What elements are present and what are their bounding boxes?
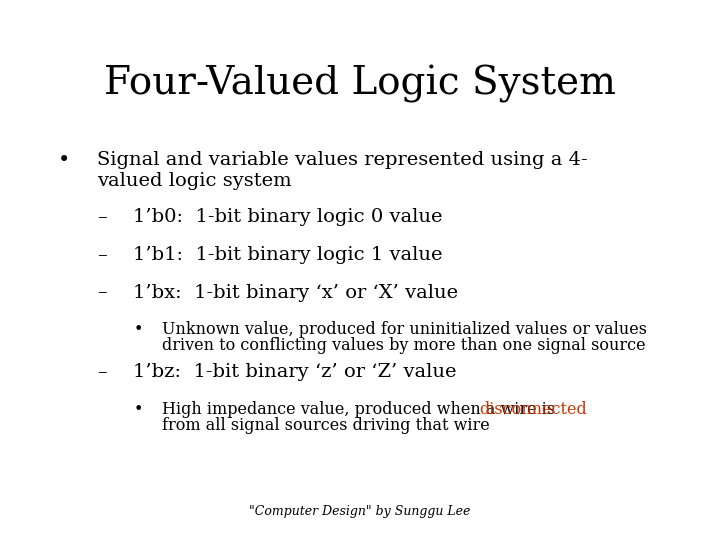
Text: Unknown value, produced for uninitialized values or values: Unknown value, produced for uninitialize… (162, 321, 647, 338)
Text: "Computer Design" by Sunggu Lee: "Computer Design" by Sunggu Lee (249, 505, 471, 518)
Text: 1’bz:  1-bit binary ‘z’ or ‘Z’ value: 1’bz: 1-bit binary ‘z’ or ‘Z’ value (133, 363, 456, 381)
Text: –: – (97, 208, 107, 226)
Text: –: – (97, 363, 107, 381)
Text: valued logic system: valued logic system (97, 172, 292, 190)
Text: Four-Valued Logic System: Four-Valued Logic System (104, 65, 616, 103)
Text: 1’bx:  1-bit binary ‘x’ or ‘X’ value: 1’bx: 1-bit binary ‘x’ or ‘X’ value (133, 284, 459, 301)
Text: 1’b0:  1-bit binary logic 0 value: 1’b0: 1-bit binary logic 0 value (133, 208, 443, 226)
Text: –: – (97, 246, 107, 264)
Text: 1’b1:  1-bit binary logic 1 value: 1’b1: 1-bit binary logic 1 value (133, 246, 443, 264)
Text: •: • (58, 151, 70, 170)
Text: disconnected: disconnected (480, 401, 587, 418)
Text: driven to conflicting values by more than one signal source: driven to conflicting values by more tha… (162, 338, 646, 354)
Text: from all signal sources driving that wire: from all signal sources driving that wir… (162, 417, 490, 434)
Text: High impedance value, produced when a wire is: High impedance value, produced when a wi… (162, 401, 560, 418)
Text: Signal and variable values represented using a 4-: Signal and variable values represented u… (97, 151, 588, 169)
Text: •: • (133, 401, 143, 418)
Text: •: • (133, 321, 143, 338)
Text: –: – (97, 284, 107, 301)
